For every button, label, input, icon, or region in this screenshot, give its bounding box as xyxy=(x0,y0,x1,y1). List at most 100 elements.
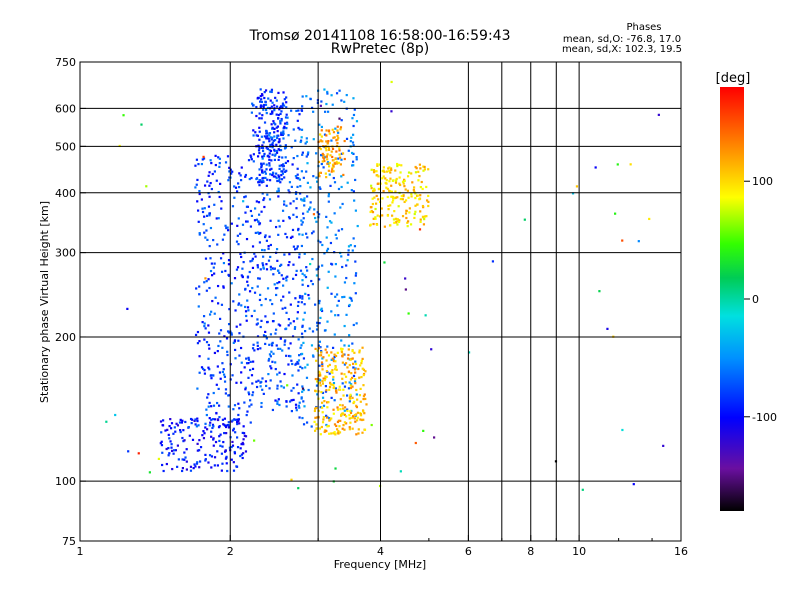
scatter-point xyxy=(257,181,260,184)
scatter-point xyxy=(343,428,346,431)
scatter-point xyxy=(276,347,280,350)
scatter-point xyxy=(268,353,272,356)
scatter-point xyxy=(340,175,343,178)
scatter-point xyxy=(421,187,424,191)
scatter-point xyxy=(262,334,266,337)
scatter-point xyxy=(216,450,219,453)
scatter-point xyxy=(358,349,361,352)
scatter-point xyxy=(347,149,350,152)
scatter-point xyxy=(320,135,323,138)
scatter-point xyxy=(320,307,323,310)
scatter-point xyxy=(275,105,279,108)
scatter-point xyxy=(325,375,328,379)
scatter-point xyxy=(353,351,356,354)
scatter-point xyxy=(276,179,279,183)
scatter-point xyxy=(313,429,317,432)
scatter-point xyxy=(262,392,265,395)
y-tick-label: 300 xyxy=(55,247,76,260)
scatter-point xyxy=(268,164,271,167)
scatter-point xyxy=(285,106,288,109)
scatter-point xyxy=(362,397,365,401)
scatter-point xyxy=(315,384,319,387)
scatter-point xyxy=(217,387,220,391)
scatter-point xyxy=(284,306,287,309)
scatter-point xyxy=(160,431,163,434)
scatter-point xyxy=(302,176,305,179)
scatter-point xyxy=(295,176,298,179)
scatter-point xyxy=(334,275,337,278)
scatter-point xyxy=(221,418,224,421)
scatter-point xyxy=(204,327,207,330)
scatter-point xyxy=(349,395,352,398)
scatter-point xyxy=(277,189,280,192)
scatter-point xyxy=(324,377,327,380)
scatter-point xyxy=(326,406,329,409)
scatter-point xyxy=(343,139,346,143)
scatter-point xyxy=(264,315,267,318)
scatter-point xyxy=(376,214,379,217)
scatter-point xyxy=(300,136,303,139)
scatter-point xyxy=(246,299,249,302)
scatter-point xyxy=(234,186,238,189)
scatter-point xyxy=(271,173,274,177)
scatter-point xyxy=(266,178,269,181)
scatter-point xyxy=(404,277,407,280)
scatter-point xyxy=(337,314,340,317)
scatter-point xyxy=(262,105,265,109)
scatter-point xyxy=(300,223,303,226)
scatter-point xyxy=(279,149,283,152)
scatter-point xyxy=(296,185,299,189)
scatter-point xyxy=(282,163,285,166)
scatter-point xyxy=(335,424,338,428)
scatter-point xyxy=(270,90,273,94)
scatter-point xyxy=(336,420,340,424)
scatter-point xyxy=(241,431,244,435)
scatter-point xyxy=(196,417,199,420)
scatter-point xyxy=(302,318,305,321)
scatter-point xyxy=(258,151,261,155)
scatter-point xyxy=(335,391,338,394)
scatter-point xyxy=(273,154,276,157)
scatter-point xyxy=(351,385,354,388)
scatter-point xyxy=(215,412,218,415)
scatter-point xyxy=(309,206,312,209)
scatter-point xyxy=(276,190,279,193)
scatter-point xyxy=(328,173,331,176)
scatter-point xyxy=(340,351,344,354)
scatter-point xyxy=(261,170,264,173)
scatter-point xyxy=(300,352,304,356)
scatter-point xyxy=(269,112,272,116)
scatter-point xyxy=(230,332,233,335)
scatter-point xyxy=(318,347,321,350)
scatter-point xyxy=(336,125,339,128)
scatter-point xyxy=(270,123,273,126)
scatter-point xyxy=(203,281,206,284)
scatter-point xyxy=(342,353,345,356)
scatter-point xyxy=(179,429,182,432)
scatter-point xyxy=(330,292,333,295)
scatter-point xyxy=(289,303,292,306)
scatter-point xyxy=(264,100,267,103)
scatter-point xyxy=(207,343,210,347)
scatter-point xyxy=(347,253,350,256)
scatter-point xyxy=(226,226,229,229)
scatter-point xyxy=(325,423,328,427)
scatter-point xyxy=(307,284,310,288)
scatter-point xyxy=(315,423,318,426)
scatter-point xyxy=(419,185,422,189)
scatter-point xyxy=(351,396,354,399)
scatter-point xyxy=(271,302,274,306)
scatter-point xyxy=(224,269,227,273)
scatter-point xyxy=(240,304,243,307)
scatter-point xyxy=(226,424,229,427)
scatter-point xyxy=(233,348,237,352)
scatter-point xyxy=(227,259,231,262)
scatter-point xyxy=(217,404,221,407)
scatter-point xyxy=(273,148,276,151)
scatter-point xyxy=(265,168,268,171)
scatter-point xyxy=(338,147,341,150)
scatter-point xyxy=(400,194,403,198)
scatter-point xyxy=(282,91,285,94)
scatter-point xyxy=(330,432,333,435)
scatter-point xyxy=(351,133,355,136)
